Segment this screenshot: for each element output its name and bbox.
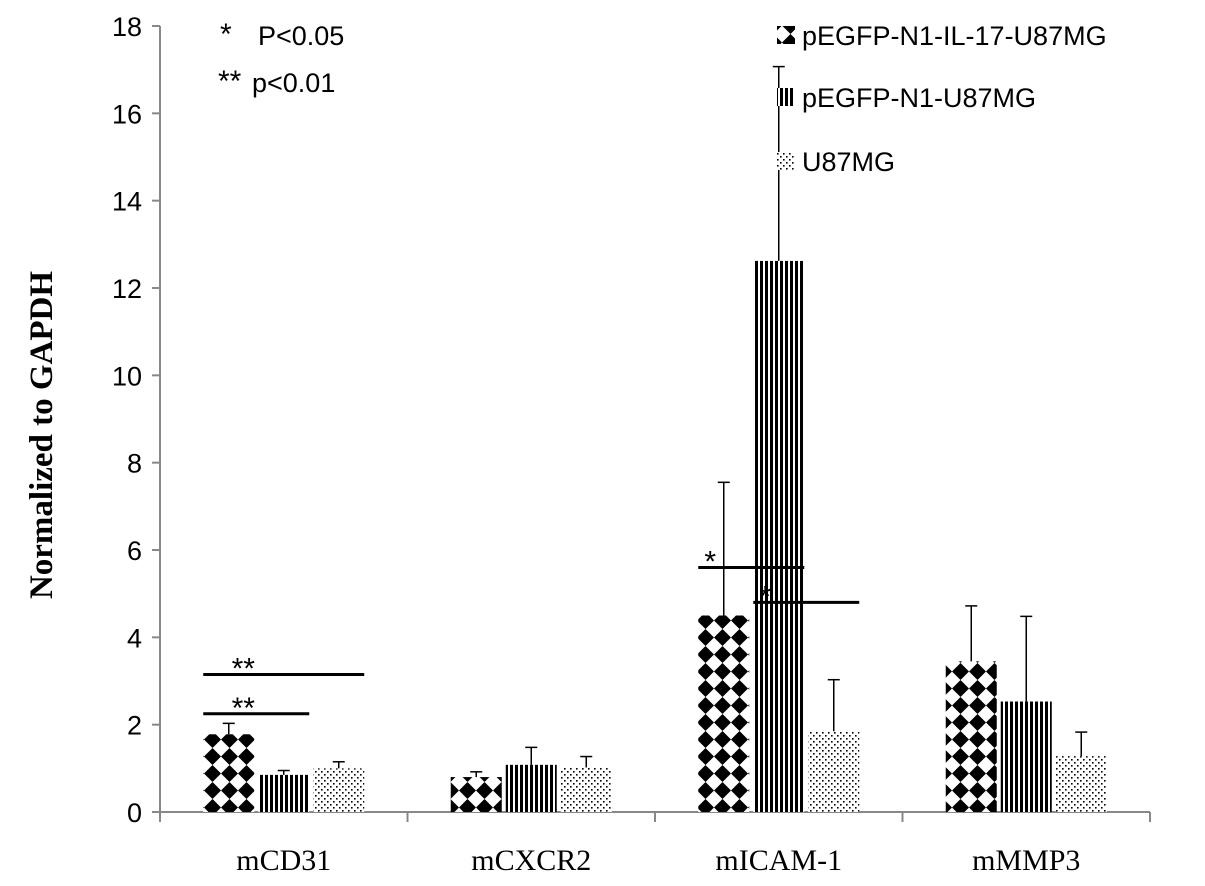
y-tick-label: 6: [127, 536, 142, 566]
bar: [945, 661, 997, 812]
y-tick-label: 2: [127, 711, 142, 741]
bars: [203, 260, 1107, 813]
significance-label: *: [704, 545, 716, 578]
sig-legend-symbol-1: *: [220, 18, 232, 51]
bar: [258, 774, 310, 812]
bar: [450, 777, 502, 812]
significance-label: **: [232, 652, 256, 685]
y-tick-label: 4: [127, 623, 142, 653]
y-tick-label: 14: [112, 187, 142, 217]
legend-label-1: pEGFP-N1-IL-17-U87MG: [802, 21, 1107, 51]
significance-annotations: ******: [203, 545, 860, 725]
legend-swatch-diamond: [777, 26, 795, 44]
bar: [313, 768, 365, 812]
bar: [1055, 756, 1107, 812]
sig-legend-text-1: P<0.05: [258, 21, 344, 51]
significance-legend: * P<0.05 ** p<0.01: [218, 18, 344, 98]
x-category-label: mCD31: [236, 844, 331, 877]
x-category-label: mMMP3: [972, 844, 1080, 877]
bar: [560, 767, 612, 812]
bar: [203, 734, 255, 812]
y-tick-label: 8: [127, 449, 142, 479]
bar: [1000, 701, 1052, 812]
y-axis-label: Normalized to GAPDH: [24, 271, 60, 599]
y-tick-label: 12: [112, 274, 142, 304]
bar: [505, 764, 557, 812]
bar: [808, 731, 860, 812]
bar: [698, 615, 750, 812]
axes: 0 2 4 6 8 10 12 14 16 18 mCD31 mCXCR2 mICAM-1 mMMP3: [112, 12, 1151, 877]
x-category-label: mCXCR2: [471, 844, 591, 877]
legend-swatch-vertical: [777, 88, 795, 106]
y-tick-label: 18: [112, 12, 142, 42]
y-tick-label: 0: [127, 798, 142, 828]
y-tick-label: 16: [112, 99, 142, 129]
legend-label-3: U87MG: [802, 147, 895, 177]
significance-label: **: [232, 692, 256, 725]
y-tick-label: 10: [112, 361, 142, 391]
legend-swatch-dots: [777, 152, 795, 170]
x-category-label: mICAM-1: [715, 844, 842, 877]
sig-legend-text-2: p<0.01: [252, 68, 335, 98]
bar: [753, 260, 805, 813]
significance-label: *: [759, 580, 771, 613]
series-legend: pEGFP-N1-IL-17-U87MG pEGFP-N1-U87MG U87M…: [777, 21, 1107, 177]
legend-label-2: pEGFP-N1-U87MG: [802, 83, 1036, 113]
sig-legend-symbol-2: **: [218, 65, 242, 98]
